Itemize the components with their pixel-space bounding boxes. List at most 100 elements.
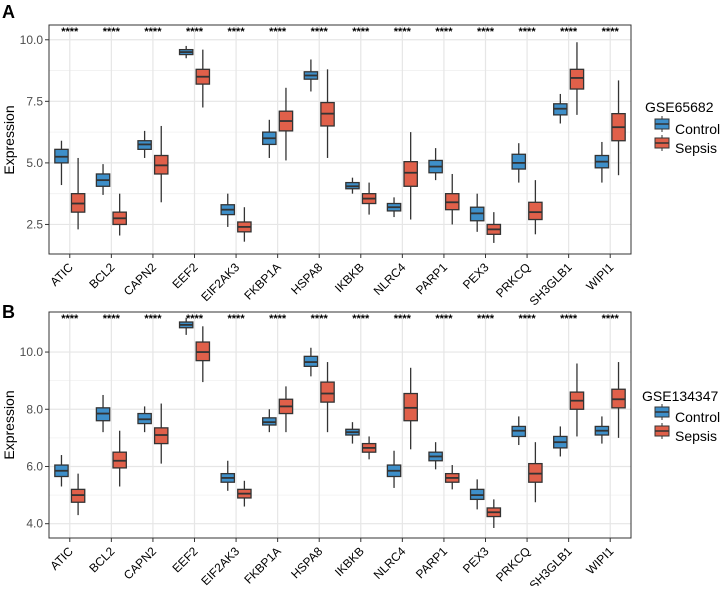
box-control-atic	[54, 455, 69, 487]
box-sepsis-eef2	[195, 49, 211, 108]
box-control-hspa8	[303, 59, 319, 92]
significance-marker: ****	[435, 26, 453, 38]
box-sepsis-capn2	[153, 403, 169, 464]
x-tick-label: CAPN2	[121, 260, 159, 298]
box-control-parp1	[428, 148, 443, 181]
legend-b: GSE134347 Control Sepsis	[642, 388, 720, 444]
box-control-capn2	[137, 406, 152, 433]
box-sepsis-hspa8	[320, 362, 335, 433]
significance-marker: ****	[103, 26, 121, 38]
box-control-atic	[54, 140, 69, 186]
x-tick-label: PRKCQ	[493, 260, 533, 300]
x-tick-label: PRKCQ	[493, 544, 533, 584]
x-tick-label: EEF2	[169, 544, 200, 575]
legend-label-sepsis-b: Sepsis	[675, 428, 717, 444]
significance-marker: ****	[61, 26, 79, 38]
gridlines	[49, 25, 631, 254]
box-sepsis-bcl2	[112, 193, 127, 236]
legend-item-control-b: Control	[654, 404, 720, 425]
significance-marker: ****	[394, 26, 412, 38]
panel-a: A Expression **** **** **** **** **** **** ***…	[1, 2, 720, 308]
y-axis-ticks: 2.5 5.0 7.5 10.0	[20, 33, 49, 231]
box-sepsis-fkbp1a	[278, 386, 294, 433]
x-tick-label: EEF2	[169, 260, 200, 291]
series-sepsis	[70, 42, 626, 243]
box-sepsis-pex3	[486, 499, 502, 528]
significance-marker: ****	[269, 26, 287, 38]
box-sepsis-parp1	[444, 465, 460, 490]
x-tick-label: WIPI1	[583, 544, 616, 577]
plot-border	[48, 24, 632, 255]
box-body	[403, 161, 418, 187]
box-sepsis-hspa8	[320, 69, 335, 158]
x-tick-label: PEX3	[460, 260, 492, 292]
significance-marker: ****	[103, 313, 121, 325]
legend-label-control-b: Control	[675, 409, 720, 425]
panel-b: B Expression **** **** **** **** **** **** ***…	[1, 302, 720, 591]
x-tick-label: HSPA8	[288, 544, 325, 581]
x-tick-label: IKBKB	[332, 260, 367, 295]
y-tick-label: 4.0	[26, 517, 43, 531]
significance-marker: ****	[228, 26, 246, 38]
box-sepsis-pex3	[486, 212, 502, 243]
x-tick-label: NLRC4	[371, 544, 409, 582]
x-tick-label: IKBKB	[332, 544, 367, 579]
significance-marker: ****	[519, 313, 537, 325]
box-control-bcl2	[95, 164, 111, 195]
significance-marker: ****	[602, 26, 620, 38]
panel-label-b: B	[2, 302, 15, 322]
x-tick-label: FKBP1A	[241, 260, 283, 302]
box-control-bcl2	[95, 394, 111, 433]
series-sepsis	[70, 326, 626, 528]
box-control-sh3glb1	[553, 426, 568, 457]
box-control-pex3	[469, 479, 485, 510]
legend-title-a: GSE65682	[645, 99, 714, 115]
series-control	[54, 45, 610, 232]
significance-marker: ****	[352, 313, 370, 325]
significance-markers: **** **** **** **** **** **** **** **** **** ****…	[61, 26, 619, 38]
significance-marker: ****	[311, 26, 329, 38]
box-sepsis-ikbkb	[361, 436, 377, 460]
y-tick-label: 8.0	[26, 402, 43, 416]
significance-markers: **** **** **** **** **** **** **** **** **** ****…	[61, 313, 619, 325]
box-body	[528, 201, 543, 221]
x-tick-label: EIF2AK3	[198, 260, 242, 304]
box-sepsis-ikbkb	[361, 182, 377, 215]
significance-marker: ****	[144, 313, 162, 325]
x-tick-label: HSPA8	[288, 260, 325, 297]
box-control-eif2ak3	[220, 460, 236, 491]
significance-marker: ****	[186, 313, 204, 325]
x-tick-label: SH3GLB1	[527, 544, 575, 586]
significance-marker: ****	[61, 313, 79, 325]
legend-a: GSE65682 Control Sepsis	[645, 99, 720, 156]
y-tick-label: 7.5	[26, 94, 43, 108]
box-sepsis-nlrc4	[403, 132, 418, 220]
box-sepsis-eif2ak3	[237, 480, 252, 507]
box-control-sh3glb1	[553, 93, 568, 124]
x-tick-label: NLRC4	[371, 260, 409, 298]
x-tick-label: FKBP1A	[241, 544, 283, 586]
y-tick-label: 10.0	[20, 33, 44, 47]
box-body	[511, 153, 527, 170]
box-sepsis-prkcq	[528, 442, 543, 503]
box-sepsis-wipi1	[611, 80, 626, 176]
box-sepsis-atic	[70, 157, 86, 230]
legend-label-sepsis-a: Sepsis	[675, 140, 717, 156]
legend-label-control-a: Control	[675, 121, 720, 137]
legend-item-control-a: Control	[654, 116, 720, 137]
significance-marker: ****	[311, 313, 329, 325]
panel-label-a: A	[2, 2, 15, 22]
y-axis-title-a: Expression	[1, 105, 17, 174]
significance-marker: ****	[228, 313, 246, 325]
box-control-nlrc4	[386, 450, 402, 488]
significance-marker: ****	[269, 313, 287, 325]
box-control-nlrc4	[386, 197, 402, 218]
box-body	[320, 381, 335, 403]
significance-marker: ****	[519, 26, 537, 38]
box-sepsis-atic	[70, 473, 86, 516]
y-tick-label: 6.0	[26, 459, 43, 473]
box-control-eef2	[178, 317, 194, 335]
y-axis-title-b: Expression	[1, 390, 17, 459]
significance-marker: ****	[560, 26, 578, 38]
